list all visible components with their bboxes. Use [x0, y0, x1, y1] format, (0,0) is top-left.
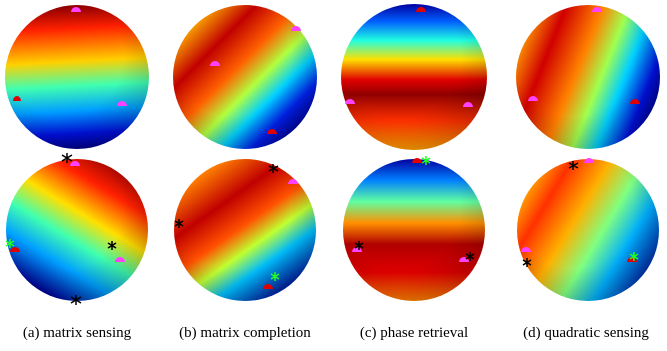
caption: (a) matrix sensing: [23, 325, 132, 341]
caption: (c) phase retrieval: [360, 325, 468, 341]
captions: (a) matrix sensing (b) matrix completion…: [23, 325, 650, 341]
caption: (d) quadratic sensing: [523, 325, 649, 341]
sphere-shading: [5, 4, 660, 301]
caption: (b) matrix completion: [179, 325, 311, 341]
markers: [5, 7, 640, 305]
